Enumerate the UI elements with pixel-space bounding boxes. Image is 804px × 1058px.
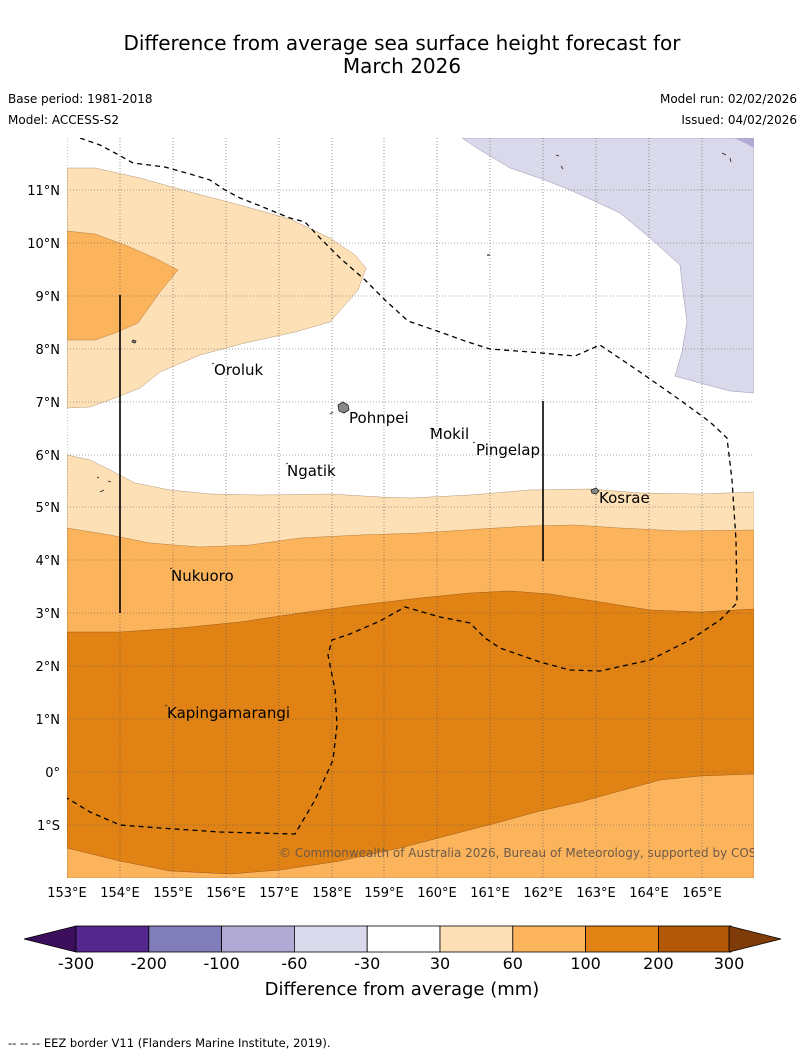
lon-label: 164°E	[629, 886, 669, 901]
chart-title: Difference from average sea surface heig…	[0, 32, 804, 78]
mokil-dot	[429, 427, 433, 430]
model-name: Model: ACCESS-S2	[8, 113, 120, 127]
pohnpei-island	[337, 401, 350, 414]
colorbar-tick: -30	[354, 954, 380, 973]
lon-label: 155°E	[153, 886, 193, 901]
colorbar: -300 -200 -100 -60 -30 30 60 100 200 300…	[23, 925, 782, 1000]
copyright-text: © Commonwealth of Australia 2026, Bureau…	[279, 846, 784, 860]
colorbar-label: Difference from average (mm)	[265, 979, 540, 1000]
map-area: Oroluk Pohnpei Mokil Pingelap Ngatik Kos…	[67, 138, 784, 878]
kosrae-island	[590, 487, 600, 495]
place-mokil: Mokil	[430, 425, 469, 443]
lon-label: 160°E	[417, 886, 457, 901]
lat-label: 0°	[45, 766, 60, 781]
place-ngatik: Ngatik	[287, 462, 336, 480]
lon-label: 161°E	[470, 886, 510, 901]
lat-label: 1°S	[37, 819, 60, 834]
lat-label: 6°N	[36, 449, 61, 464]
contour-60-100-northwest	[67, 230, 179, 341]
lat-label: 8°N	[36, 343, 61, 358]
contour-minus30-minus60-northeast	[461, 138, 754, 394]
lat-label: 1°N	[36, 713, 61, 728]
colorbar-tick: -60	[281, 954, 307, 973]
kapingamarangi-dot	[164, 704, 168, 707]
pingelap-dot	[472, 441, 476, 444]
lon-label: 157°E	[259, 886, 299, 901]
ngatik-dot	[285, 462, 289, 465]
islands	[96, 152, 732, 707]
west-islets	[96, 476, 112, 493]
lon-label: 158°E	[312, 886, 352, 901]
colorbar-tick-labels: -300 -200 -100 -60 -30 30 60 100 200 300	[58, 954, 744, 973]
nukuoro-dot	[169, 567, 173, 570]
contour-30-60-northwest	[67, 167, 367, 409]
colorbar-segment	[75, 925, 150, 953]
eez-footnote: -- -- -- EEZ border V11 (Flanders Marine…	[8, 1036, 331, 1050]
lat-label: 2°N	[36, 660, 61, 675]
lon-label: 156°E	[206, 886, 246, 901]
place-labels: Oroluk Pohnpei Mokil Pingelap Ngatik Kos…	[167, 361, 650, 722]
colorbar-tick: 60	[503, 954, 523, 973]
title-line-1: Difference from average sea surface heig…	[123, 31, 681, 55]
lon-label: 163°E	[576, 886, 616, 901]
place-kosrae: Kosrae	[599, 489, 650, 507]
colorbar-segment	[658, 925, 732, 953]
lon-label: 165°E	[682, 886, 722, 901]
longitude-labels: 153°E 154°E 155°E 156°E 157°E 158°E 159°…	[47, 886, 722, 901]
place-kapingamarangi: Kapingamarangi	[167, 704, 290, 722]
colorbar-segment	[293, 925, 368, 953]
lat-label: 3°N	[36, 607, 61, 622]
lat-label: 10°N	[27, 237, 60, 252]
colorbar-segment	[439, 925, 514, 953]
northeast-islets	[555, 152, 732, 170]
colorbar-min-arrow	[23, 925, 77, 953]
lat-label: 7°N	[36, 396, 61, 411]
sea-height-map: Oroluk Pohnpei Mokil Pingelap Ngatik Kos…	[23, 138, 784, 1000]
colorbar-segment	[585, 925, 659, 953]
lon-label: 162°E	[523, 886, 563, 901]
oroluk-dot	[211, 362, 215, 365]
colorbar-tick: 100	[570, 954, 601, 973]
lon-label: 159°E	[364, 886, 404, 901]
lat-label: 11°N	[27, 184, 60, 199]
place-oroluk: Oroluk	[214, 361, 263, 379]
eez-border	[67, 138, 738, 835]
lat-label: 5°N	[36, 501, 61, 516]
lon-label: 154°E	[100, 886, 140, 901]
place-pingelap: Pingelap	[476, 441, 540, 459]
model-run-date: Model run: 02/02/2026	[659, 92, 797, 106]
oroluk-islet	[131, 339, 137, 344]
issued-date: Issued: 04/02/2026	[681, 113, 797, 127]
lat-label: 9°N	[36, 290, 61, 305]
colorbar-tick: 200	[643, 954, 674, 973]
colorbar-segment	[221, 925, 295, 953]
contour-100-200	[67, 590, 754, 875]
colorbar-tick: 300	[714, 954, 745, 973]
lat-label: 4°N	[36, 554, 61, 569]
contour-minus60-minus100-corner	[734, 138, 754, 148]
colorbar-tick: -300	[58, 954, 94, 973]
latitude-labels: 11°N 10°N 9°N 8°N 7°N 6°N 5°N 4°N 3°N 2°…	[27, 184, 60, 834]
colorbar-segment	[366, 925, 441, 953]
place-pohnpei: Pohnpei	[349, 409, 409, 427]
colorbar-tick: 30	[430, 954, 450, 973]
lon-label: 153°E	[47, 886, 87, 901]
colorbar-segment	[512, 925, 586, 953]
colorbar-segment	[148, 925, 223, 953]
colorbar-max-arrow	[728, 925, 782, 953]
colorbar-tick: -200	[131, 954, 167, 973]
colorbar-tick: -100	[203, 954, 239, 973]
base-period: Base period: 1981-2018	[8, 92, 153, 106]
pohnpei-reef	[329, 411, 334, 415]
place-nukuoro: Nukuoro	[171, 567, 234, 585]
title-line-2: March 2026	[342, 54, 462, 78]
